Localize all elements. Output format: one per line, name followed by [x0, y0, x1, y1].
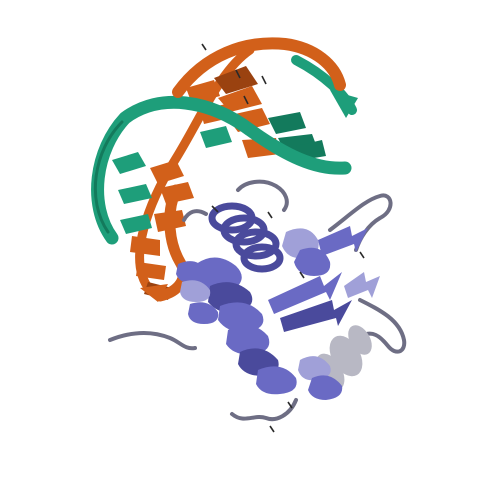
side-chain [359, 251, 365, 259]
protein-loop [182, 209, 208, 222]
base-pair [136, 262, 166, 280]
side-chain [287, 401, 293, 409]
helix-ribbon [176, 261, 207, 284]
helix-ribbon [308, 375, 343, 400]
base-pair [214, 66, 258, 94]
protein-helix-lower [226, 325, 343, 400]
base-pair [150, 160, 184, 184]
protein-loop [236, 179, 289, 212]
protein-beta-sheet [268, 226, 380, 332]
helix-turn [240, 243, 284, 273]
helix-turn [348, 325, 372, 355]
base-ticks [201, 43, 267, 105]
base-pair [118, 184, 152, 204]
helix-turn [232, 228, 280, 260]
helix-ribbon [256, 366, 297, 395]
base-pairs [112, 66, 326, 300]
helix-ribbon [218, 302, 264, 333]
dna-strand-orange-lower [154, 184, 190, 302]
protein-loop [230, 398, 298, 421]
protein-helix-left [176, 261, 219, 324]
beta-strand [280, 300, 352, 332]
dna-double-helix [91, 37, 358, 302]
dna-strand-green [91, 95, 352, 245]
base-tick [201, 43, 207, 51]
base-pair [268, 112, 306, 134]
base-pair [120, 214, 152, 234]
dna-strand-orange-arrow [140, 284, 168, 302]
base-tick [261, 75, 267, 85]
base-tick [235, 69, 241, 79]
helix-ribbon [188, 302, 219, 324]
helix-ribbon [298, 356, 331, 381]
protein-helix-recognition [208, 202, 284, 273]
helix-ribbon [294, 247, 331, 276]
side-chain [299, 271, 305, 279]
beta-strand [344, 272, 380, 298]
helix-ribbon [226, 325, 270, 355]
base-tick [243, 95, 249, 105]
beta-strand [268, 272, 342, 314]
side-chain [269, 425, 275, 433]
base-pair [200, 126, 232, 148]
beta-strand [318, 226, 368, 256]
base-pair [218, 86, 262, 112]
protein-helix-central [196, 228, 331, 333]
base-pair [112, 152, 146, 174]
side-chain [267, 211, 273, 219]
dna-strand-green-edge [93, 120, 124, 234]
protein-loop [358, 298, 407, 354]
dna-strand-green-arrow [330, 90, 358, 118]
protein-chain [108, 179, 407, 433]
side-chain [211, 205, 219, 213]
helix-ribbon [180, 280, 211, 302]
protein-loop [108, 331, 197, 351]
dna-strand-orange [172, 37, 346, 98]
base-pair [130, 236, 160, 256]
side-chains [211, 205, 365, 433]
